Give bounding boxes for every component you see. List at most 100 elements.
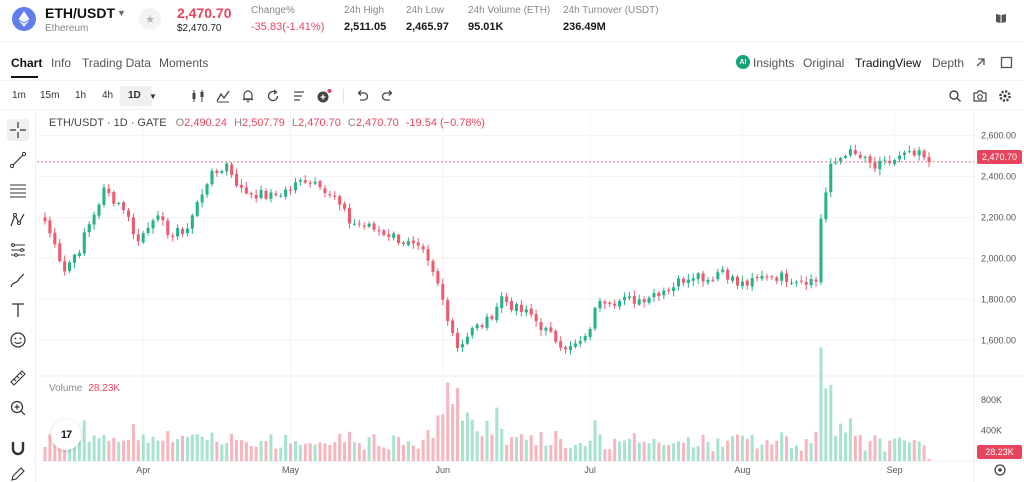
candle-body <box>195 202 199 216</box>
chevron-down-icon[interactable]: ▼ <box>149 92 157 101</box>
replay-icon[interactable] <box>265 88 281 104</box>
price-candles <box>43 144 931 355</box>
timeframe-1m[interactable]: 1m <box>12 90 26 101</box>
tab-chart[interactable]: Chart <box>11 56 43 70</box>
candle-body <box>72 254 76 263</box>
volume-label: Volume <box>49 383 83 394</box>
magnet-icon[interactable] <box>7 437 29 459</box>
compare-icon[interactable] <box>974 56 987 69</box>
undo-icon[interactable] <box>354 88 370 104</box>
volume-bar <box>406 441 410 461</box>
book-icon[interactable] <box>995 12 1007 24</box>
indicators-icon[interactable] <box>215 88 231 104</box>
volume-bar <box>618 441 622 461</box>
time-tick-label: Jul <box>584 465 596 475</box>
timeframe-4h[interactable]: 4h <box>102 90 114 101</box>
redo-icon[interactable] <box>380 88 396 104</box>
tab-info[interactable]: Info <box>51 56 72 70</box>
candle-body <box>755 277 759 279</box>
chevron-down-icon[interactable]: ▼ <box>117 8 126 18</box>
volume-bar <box>549 445 553 461</box>
candle-body <box>465 336 469 344</box>
candle-body <box>917 150 921 156</box>
candle-body <box>48 220 52 234</box>
tradingview-logo[interactable]: 17 <box>51 420 81 450</box>
candlestick-chart[interactable]: 1,600.00 1,800.00 2,000.00 2,200.00 2,400.00… <box>37 111 1024 482</box>
candle-body <box>799 280 803 282</box>
candle-body <box>780 272 784 281</box>
toolbar-divider <box>343 89 344 103</box>
volume-bar <box>357 443 361 461</box>
volume-bar <box>858 435 862 461</box>
volume-bar <box>898 437 902 461</box>
crosshair-icon[interactable] <box>7 119 29 141</box>
brush-icon[interactable] <box>7 269 29 291</box>
candle-body <box>362 225 366 227</box>
price-tick-label: 2,200.00 <box>981 212 1016 222</box>
camera-icon[interactable] <box>972 88 988 104</box>
prediction-icon[interactable] <box>7 239 29 261</box>
target-icon[interactable] <box>993 463 1007 477</box>
candle-body <box>131 217 135 235</box>
add-indicator-icon[interactable] <box>316 88 332 104</box>
view-tradingview[interactable]: TradingView <box>855 56 922 70</box>
candle-body <box>82 232 86 254</box>
view-insights[interactable]: Insights <box>753 56 795 70</box>
view-depth[interactable]: Depth <box>932 56 965 70</box>
volume-bar <box>559 439 563 461</box>
volume-bar <box>117 442 121 461</box>
search-icon[interactable] <box>947 88 963 104</box>
candle-body <box>524 309 528 313</box>
volume-bar <box>102 434 106 461</box>
volume-bar <box>313 444 317 461</box>
tab-trading-data[interactable]: Trading Data <box>82 56 151 70</box>
fib-retracement-icon[interactable] <box>7 179 29 201</box>
alert-bell-icon[interactable] <box>240 88 256 104</box>
volume-bar <box>126 439 131 461</box>
gear-icon[interactable] <box>997 88 1013 104</box>
timeframe-1d[interactable]: 1D <box>128 90 141 101</box>
candle-body <box>677 278 681 287</box>
volume-bar <box>421 439 425 461</box>
ruler-icon[interactable] <box>7 367 29 389</box>
pencil-icon[interactable] <box>7 463 29 482</box>
candle-body <box>868 156 872 163</box>
emoji-icon[interactable] <box>7 329 29 351</box>
volume-bars <box>43 347 931 461</box>
volume-bar <box>770 444 774 461</box>
stat-24h-volume: 24h Volume (ETH) 95.01K <box>468 5 550 33</box>
candle-body <box>235 173 239 186</box>
stat-label: 24h Volume (ETH) <box>468 5 551 16</box>
tab-moments[interactable]: Moments <box>159 56 209 70</box>
volume-bar <box>804 439 808 461</box>
candle-type-icon[interactable] <box>190 88 206 104</box>
ai-insights-icon[interactable]: AI <box>736 55 750 69</box>
timeframe-15m[interactable]: 15m <box>40 90 60 101</box>
zoom-in-icon[interactable] <box>7 397 29 419</box>
candle-body <box>490 316 494 320</box>
candle-body <box>519 304 523 313</box>
star-icon[interactable]: ★ <box>139 8 161 30</box>
fullscreen-icon[interactable] <box>1000 56 1013 69</box>
candle-body <box>706 279 710 283</box>
volume-bar <box>834 435 838 461</box>
volume-bar <box>745 438 749 461</box>
candle-body <box>176 227 180 237</box>
stat-label: 24h Turnover (USDT) <box>563 5 659 16</box>
candle-body <box>735 276 739 286</box>
candle-body <box>421 246 425 250</box>
pattern-icon[interactable] <box>7 209 29 231</box>
templates-icon[interactable] <box>291 88 307 104</box>
timeframe-1h[interactable]: 1h <box>75 90 87 101</box>
pair-name[interactable]: ETH/USDT <box>45 5 115 21</box>
text-tool-icon[interactable] <box>7 299 29 321</box>
candle-body <box>745 280 749 286</box>
view-original[interactable]: Original <box>803 56 845 70</box>
time-tick-label: May <box>282 465 300 475</box>
candle-body <box>180 228 185 234</box>
trend-line-icon[interactable] <box>7 149 29 171</box>
candle-body <box>505 296 509 303</box>
volume-bar <box>318 442 322 461</box>
candle-body <box>92 214 96 225</box>
volume-bar <box>107 440 111 461</box>
